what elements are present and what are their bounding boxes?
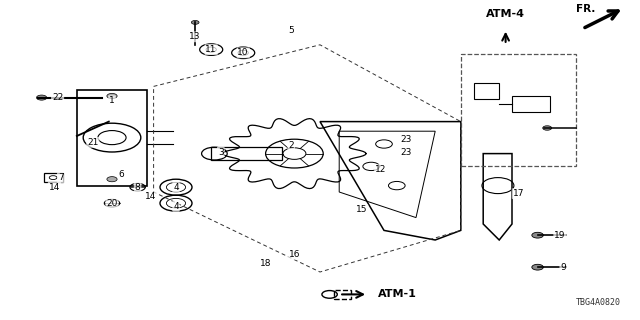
- Text: 8: 8: [135, 183, 140, 192]
- Text: 5: 5: [289, 26, 294, 35]
- Circle shape: [532, 264, 543, 270]
- Bar: [461, 54, 576, 166]
- Text: ATM-1: ATM-1: [378, 289, 417, 300]
- Text: 22: 22: [52, 93, 63, 102]
- Text: 1: 1: [109, 96, 115, 105]
- Text: 23: 23: [401, 135, 412, 144]
- Circle shape: [107, 93, 117, 99]
- Circle shape: [191, 20, 199, 24]
- Text: 16: 16: [289, 250, 300, 259]
- Text: 19: 19: [554, 231, 566, 240]
- Circle shape: [36, 95, 47, 100]
- Text: 18: 18: [260, 260, 271, 268]
- Bar: [334, 290, 351, 299]
- Text: 23: 23: [401, 148, 412, 156]
- Text: 7: 7: [58, 173, 63, 182]
- Text: 20: 20: [106, 199, 118, 208]
- Circle shape: [532, 232, 543, 238]
- Text: FR.: FR.: [576, 4, 595, 14]
- Text: ATM-4: ATM-4: [486, 9, 525, 19]
- Text: 14: 14: [145, 192, 156, 201]
- Text: 21: 21: [87, 138, 99, 147]
- Text: 4: 4: [173, 183, 179, 192]
- Text: 15: 15: [356, 205, 367, 214]
- Text: 14: 14: [49, 183, 60, 192]
- Text: 4: 4: [173, 202, 179, 211]
- Text: 17: 17: [513, 189, 524, 198]
- Text: 6: 6: [119, 170, 124, 179]
- Text: 2: 2: [289, 141, 294, 150]
- Text: 10: 10: [237, 48, 249, 57]
- Text: 9: 9: [561, 263, 566, 272]
- Text: TBG4A0820: TBG4A0820: [576, 298, 621, 307]
- Circle shape: [107, 177, 117, 182]
- Text: 3: 3: [218, 148, 223, 156]
- Text: 13: 13: [189, 32, 201, 41]
- Text: 11: 11: [205, 45, 217, 54]
- Circle shape: [543, 126, 552, 130]
- Text: 12: 12: [375, 165, 387, 174]
